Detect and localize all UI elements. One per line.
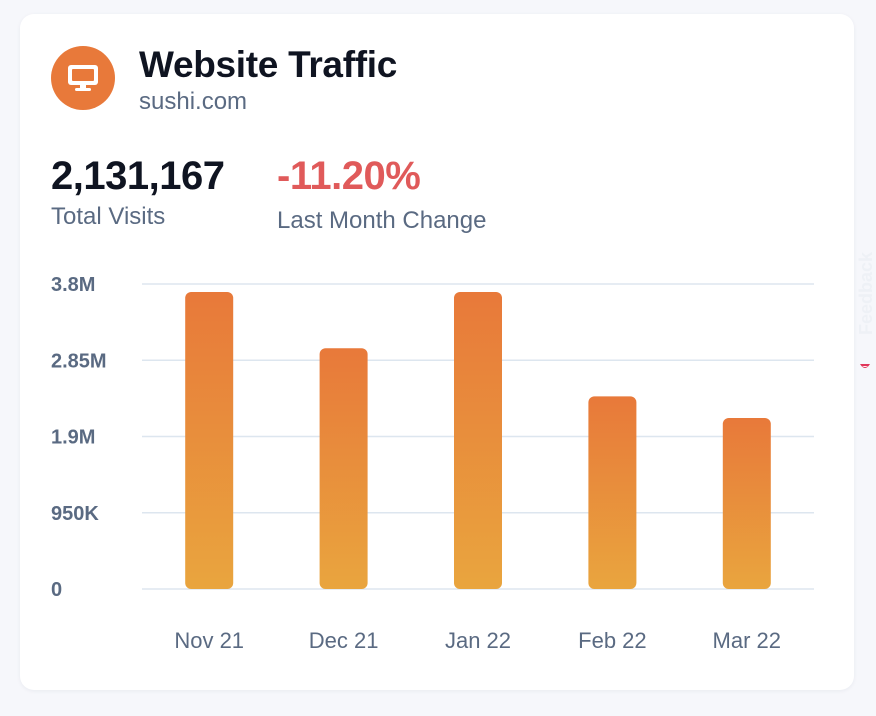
site-domain: sushi.com (139, 88, 248, 115)
desktop-monitor-icon (51, 46, 115, 110)
total-visits-label: Total Visits (51, 203, 166, 230)
feedback-tab[interactable]: Feedback (854, 200, 876, 360)
bar-dec-21[interactable] (319, 348, 368, 589)
website-traffic-card: Website Traffic sushi.com 2,131,167 Tota… (20, 14, 854, 690)
x-tick-label: Nov 21 (174, 628, 244, 653)
smile-icon[interactable] (858, 360, 872, 374)
x-tick-label: Mar 22 (713, 628, 781, 653)
bar-mar-22[interactable] (722, 418, 771, 589)
traffic-bar-chart: 0 950K 1.9M 2.85M 3.8M Nov 21 Dec 21 Jan 22 Feb … (51, 274, 814, 653)
y-tick-label: 1.9M (51, 427, 95, 449)
y-tick-label: 950K (51, 503, 99, 525)
last-month-change-label: Last Month Change (277, 207, 487, 234)
x-tick-label: Jan 22 (445, 628, 511, 653)
card-title: Website Traffic (139, 44, 398, 85)
total-visits-value: 2,131,167 (51, 154, 225, 198)
bar-feb-22[interactable] (588, 396, 637, 589)
y-tick-label: 3.8M (51, 274, 95, 296)
feedback-label: Feedback (856, 251, 876, 335)
y-tick-label: 2.85M (51, 350, 107, 372)
last-month-change-value: -11.20% (277, 154, 421, 198)
bar-nov-21[interactable] (185, 292, 234, 589)
x-tick-label: Dec 21 (309, 628, 379, 653)
bar-jan-22[interactable] (454, 292, 502, 589)
y-tick-label: 0 (51, 579, 62, 601)
x-tick-label: Feb 22 (578, 628, 647, 653)
